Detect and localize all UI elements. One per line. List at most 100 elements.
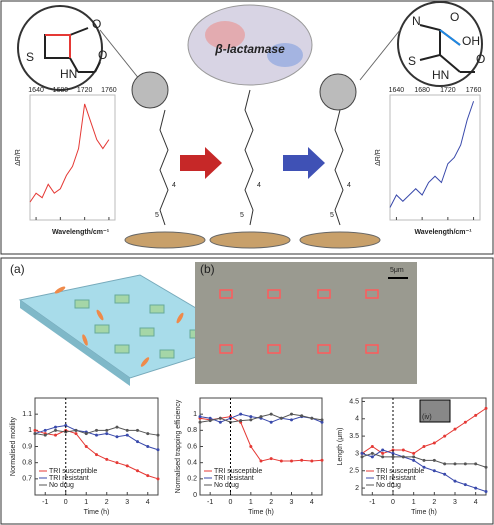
atom: O <box>92 17 101 31</box>
structure-ring <box>45 34 71 58</box>
y-tick-label: 3.5 <box>349 433 359 440</box>
atom: OH <box>462 34 480 48</box>
x-tick-label: 1720 <box>440 87 456 94</box>
x-tick-label: 1640 <box>28 87 44 94</box>
x-axis-label: Wavelength/cm⁻¹ <box>414 229 472 236</box>
trap <box>74 299 90 309</box>
y-tick-label: 1 <box>28 427 32 434</box>
atom: O <box>98 48 107 62</box>
arrow-red <box>180 147 222 179</box>
x-tick-label: 4 <box>310 499 314 506</box>
x-tick-label: 3 <box>125 499 129 506</box>
x-tick-label: 1 <box>249 499 253 506</box>
x-tick-label: -1 <box>42 499 48 506</box>
atom: N <box>412 14 421 28</box>
y-axis-label: ΔR/R <box>15 149 22 166</box>
y-tick-label: 0.2 <box>187 476 197 483</box>
y-tick-label: 0 <box>193 492 197 499</box>
chain-label: 5 <box>330 212 334 219</box>
x-axis-label: Time (h) <box>248 509 274 516</box>
series-line <box>389 101 475 208</box>
chain <box>159 109 169 226</box>
bacterium <box>96 309 104 321</box>
legend-label: No drug <box>214 482 239 489</box>
x-tick-label: 4 <box>474 499 478 506</box>
y-tick-label: 1.1 <box>22 411 32 418</box>
y-axis-label: Normalised trapping efficiency <box>175 399 182 493</box>
legend-label: TRI susceptible <box>49 468 97 475</box>
x-tick-label: 4 <box>146 499 150 506</box>
x-tick-label: 1760 <box>101 87 117 94</box>
trap-marker <box>219 289 233 299</box>
x-axis-label: Wavelength/cm⁻¹ <box>52 229 110 236</box>
series-line <box>29 103 110 203</box>
trap <box>94 324 110 334</box>
inset-image <box>419 399 451 423</box>
y-tick-label: 0.6 <box>187 443 197 450</box>
trap <box>149 304 165 314</box>
x-tick-label: 1680 <box>414 87 430 94</box>
trap <box>159 349 175 359</box>
enzyme-label: β-lactamase <box>214 42 285 56</box>
y-tick-label: 0.8 <box>187 427 197 434</box>
chain-label: 5 <box>240 212 244 219</box>
legend-label: TRI susceptible <box>376 468 424 475</box>
x-tick-label: -1 <box>369 499 375 506</box>
y-tick-label: 0.4 <box>187 460 197 467</box>
structure-acid <box>439 29 461 46</box>
y-tick-label: 4 <box>355 416 359 423</box>
y-tick-label: 1 <box>193 411 197 418</box>
trap-marker <box>267 344 281 354</box>
series-line <box>34 426 159 436</box>
atom: S <box>408 54 416 68</box>
bacterium <box>140 357 150 367</box>
y-axis-label: ΔR/R <box>375 149 382 166</box>
series-line <box>34 424 159 451</box>
x-tick-label: 1720 <box>77 87 93 94</box>
connector <box>99 29 141 81</box>
bacteria <box>54 286 184 367</box>
arrow-blue <box>283 147 325 179</box>
x-tick-label: 0 <box>64 499 68 506</box>
chain-label: 4 <box>172 182 176 189</box>
head <box>319 73 357 111</box>
connector <box>359 29 401 81</box>
series-line <box>361 407 487 454</box>
head <box>131 71 169 109</box>
legend-label: TRI resistant <box>214 475 254 482</box>
chain-label: 4 <box>257 182 261 189</box>
y-axis-label: Normalised motility <box>10 416 17 476</box>
y-tick-label: 0.7 <box>22 476 32 483</box>
protein-patch <box>267 43 303 67</box>
x-tick-label: 1680 <box>53 87 69 94</box>
series-line <box>361 452 487 468</box>
x-axis-label: Time (h) <box>411 509 437 516</box>
inset-label: (iv) <box>422 414 432 421</box>
x-tick-label: 2 <box>432 499 436 506</box>
scale-bar-label: 5μm <box>390 267 404 274</box>
bacterium <box>82 334 88 346</box>
y-tick-label: 2.5 <box>349 468 359 475</box>
x-tick-label: 3 <box>290 499 294 506</box>
plot-area <box>29 94 116 221</box>
chain <box>334 109 344 226</box>
trap <box>114 294 130 304</box>
x-tick-label: 1760 <box>466 87 482 94</box>
inset-left <box>17 5 103 91</box>
x-tick-label: 2 <box>105 499 109 506</box>
gold-disk <box>299 231 381 249</box>
y-tick-label: 0.8 <box>22 460 32 467</box>
substrate-edge <box>20 300 130 386</box>
atom: S <box>26 50 34 64</box>
x-tick-label: -1 <box>207 499 213 506</box>
legend-label: No drug <box>376 482 401 489</box>
bacterium <box>176 312 184 324</box>
atom: HN <box>60 67 77 81</box>
atom: O <box>450 10 459 24</box>
y-tick-label: 0.9 <box>22 443 32 450</box>
legend-label: TRI resistant <box>376 475 416 482</box>
chain-label: 4 <box>347 182 351 189</box>
legend-label: TRI resistant <box>49 475 89 482</box>
panel-label: (a) <box>10 262 25 276</box>
